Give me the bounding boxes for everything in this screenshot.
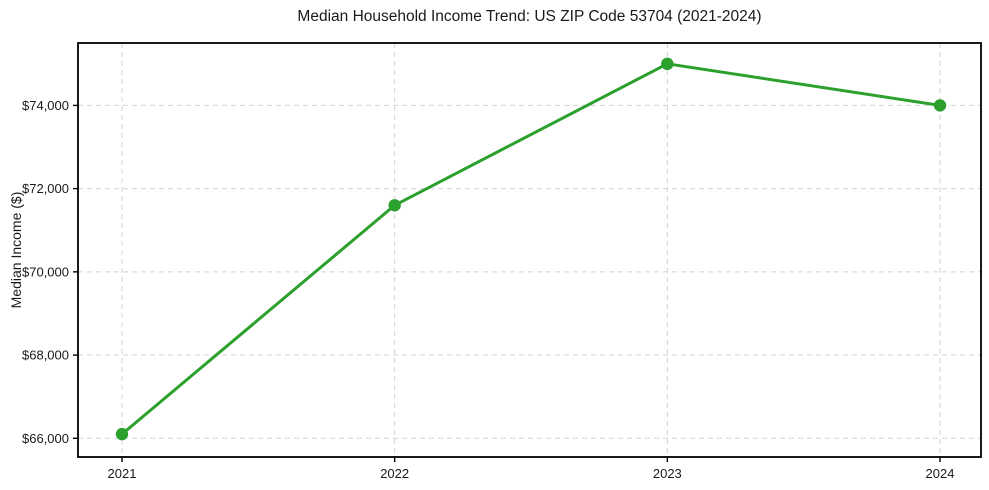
- data-point-2022: [388, 199, 401, 212]
- x-tick-label: 2023: [653, 466, 682, 481]
- y-tick-label: $74,000: [22, 98, 69, 113]
- y-tick-label: $66,000: [22, 431, 69, 446]
- data-point-2024: [933, 99, 947, 112]
- x-tick-label: 2021: [108, 466, 137, 481]
- x-tick-label: 2024: [926, 466, 955, 481]
- y-tick-label: $72,000: [22, 181, 69, 196]
- y-tick-label: $68,000: [22, 348, 69, 363]
- axes-spines: [77, 42, 982, 458]
- data-point-2021: [115, 427, 129, 441]
- chart-title: Median Household Income Trend: US ZIP Co…: [297, 8, 762, 25]
- income-trend-line: [120, 62, 942, 436]
- x-tick-label: 2022: [380, 466, 409, 481]
- y-tick-label: $70,000: [22, 264, 69, 279]
- data-point-2023: [661, 57, 674, 71]
